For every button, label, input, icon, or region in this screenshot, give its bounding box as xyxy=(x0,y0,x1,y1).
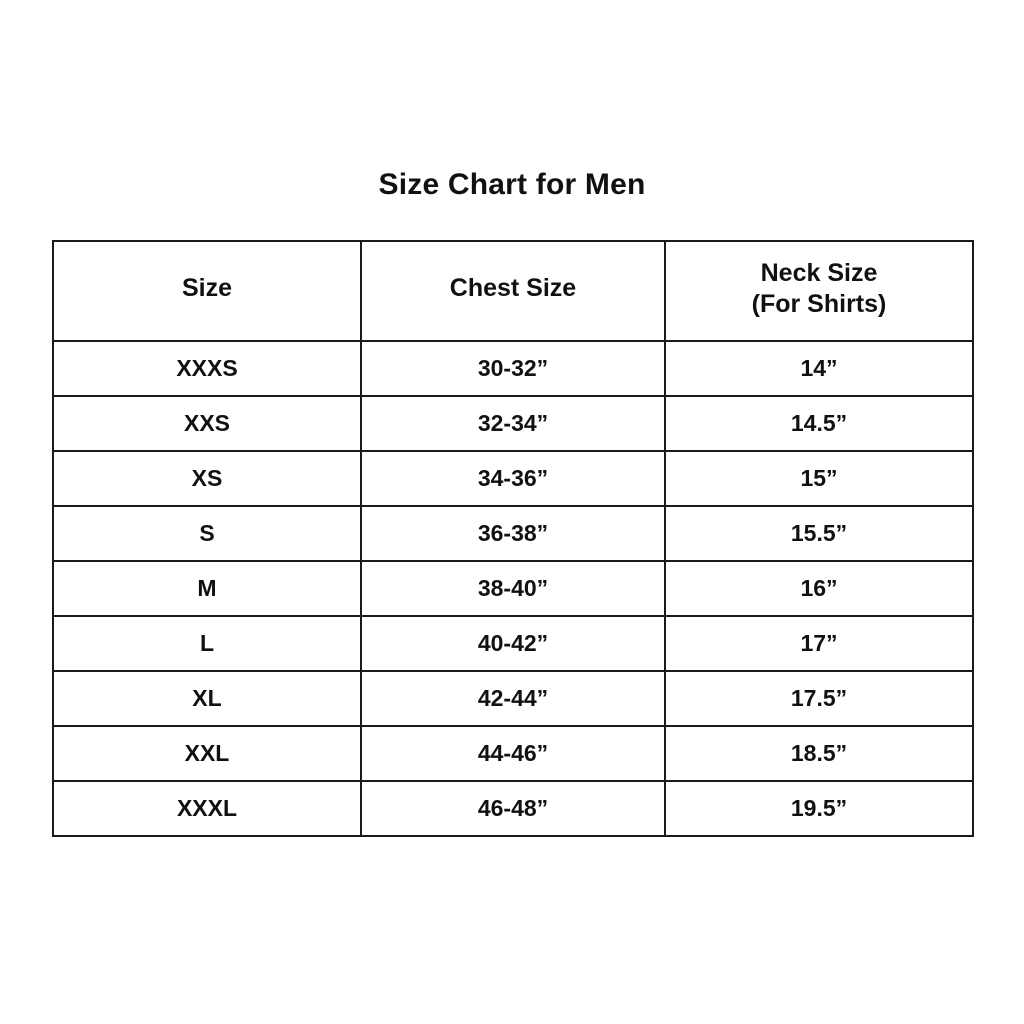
cell-chest: 32-34” xyxy=(360,395,666,452)
cell-size: XXXL xyxy=(52,780,362,837)
cell-neck: 19.5” xyxy=(664,780,974,837)
cell-size: XS xyxy=(52,450,362,507)
column-header-neck-sublabel: (For Shirts) xyxy=(751,290,887,318)
table-row: XXS 32-34” 14.5” xyxy=(52,395,974,452)
table-row: XXL 44-46” 18.5” xyxy=(52,725,974,782)
cell-size: S xyxy=(52,505,362,562)
cell-neck: 18.5” xyxy=(664,725,974,782)
cell-chest: 30-32” xyxy=(360,340,666,397)
column-header-chest-label: Chest Size xyxy=(449,274,577,303)
size-chart-table: Size Chest Size Neck Size (For Shirts) X… xyxy=(52,240,974,837)
table-row: M 38-40” 16” xyxy=(52,560,974,617)
cell-neck: 17” xyxy=(664,615,974,672)
cell-chest: 44-46” xyxy=(360,725,666,782)
column-header-chest: Chest Size xyxy=(360,240,666,342)
page-title: Size Chart for Men xyxy=(378,168,646,201)
cell-chest: 36-38” xyxy=(360,505,666,562)
cell-size: XXS xyxy=(52,395,362,452)
cell-chest: 40-42” xyxy=(360,615,666,672)
table-row: XXXL 46-48” 19.5” xyxy=(52,780,974,837)
table-row: L 40-42” 17” xyxy=(52,615,974,672)
cell-size: M xyxy=(52,560,362,617)
cell-chest: 46-48” xyxy=(360,780,666,837)
cell-neck: 14” xyxy=(664,340,974,397)
cell-neck: 15.5” xyxy=(664,505,974,562)
cell-chest: 42-44” xyxy=(360,670,666,727)
column-header-neck-label: Neck Size xyxy=(760,258,878,287)
cell-size: XXL xyxy=(52,725,362,782)
cell-neck: 15” xyxy=(664,450,974,507)
column-header-neck: Neck Size (For Shirts) xyxy=(664,240,974,342)
table-row: XS 34-36” 15” xyxy=(52,450,974,507)
cell-neck: 16” xyxy=(664,560,974,617)
column-header-size: Size xyxy=(52,240,362,342)
table-row: S 36-38” 15.5” xyxy=(52,505,974,562)
column-header-size-label: Size xyxy=(181,274,233,303)
table-row: XXXS 30-32” 14” xyxy=(52,340,974,397)
cell-size: L xyxy=(52,615,362,672)
table-body: XXXS 30-32” 14” XXS 32-34” 14.5” XS 34-3… xyxy=(52,340,974,837)
cell-neck: 17.5” xyxy=(664,670,974,727)
cell-chest: 34-36” xyxy=(360,450,666,507)
cell-chest: 38-40” xyxy=(360,560,666,617)
cell-size: XXXS xyxy=(52,340,362,397)
table-row: XL 42-44” 17.5” xyxy=(52,670,974,727)
cell-size: XL xyxy=(52,670,362,727)
cell-neck: 14.5” xyxy=(664,395,974,452)
table-header-row: Size Chest Size Neck Size (For Shirts) xyxy=(52,240,974,342)
